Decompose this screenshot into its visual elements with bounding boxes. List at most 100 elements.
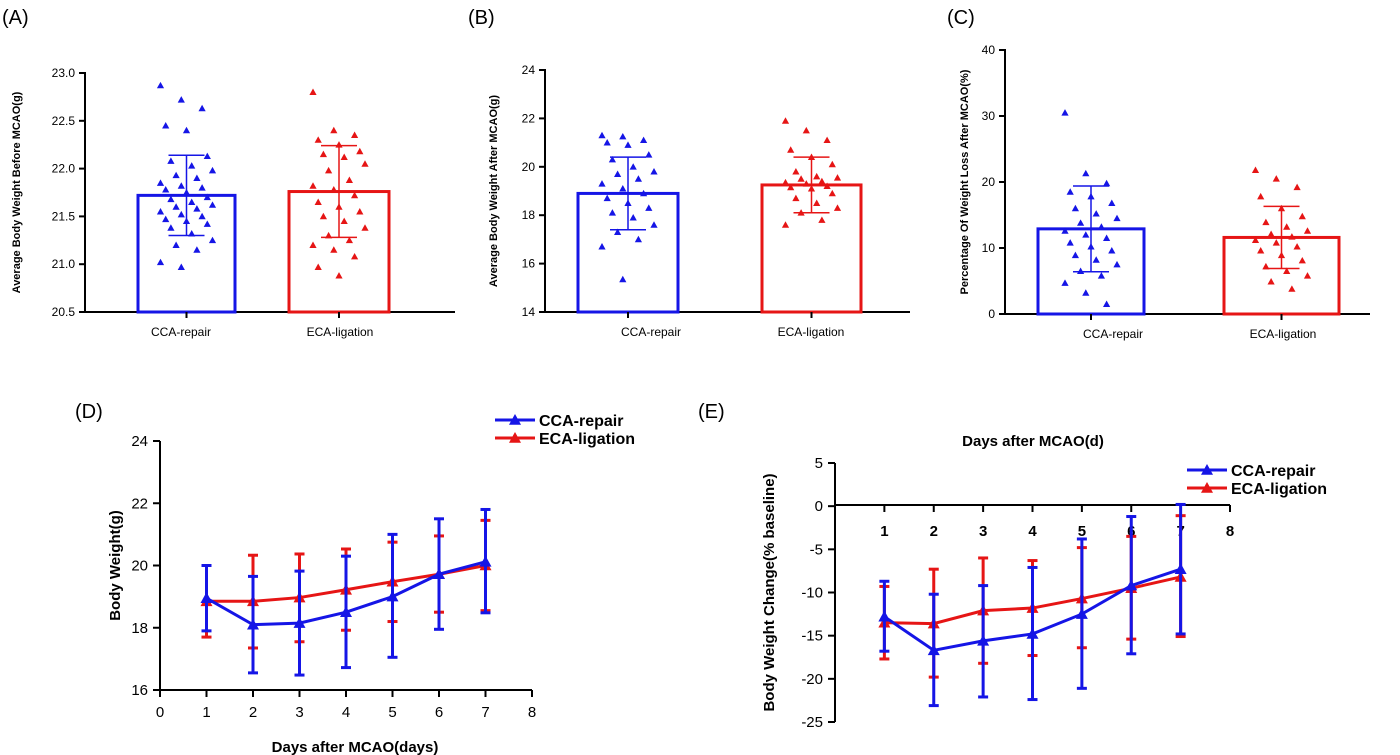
data-point	[156, 258, 165, 266]
data-point	[198, 212, 206, 220]
data-point	[1103, 179, 1111, 187]
x-tick-label: ECA-ligation	[307, 325, 374, 339]
y-tick-label: 10	[982, 241, 996, 255]
data-point	[167, 195, 175, 203]
data-point	[314, 198, 322, 205]
data-point	[802, 180, 810, 187]
legend-marker	[1201, 482, 1213, 493]
data-point	[156, 208, 165, 215]
data-point	[1267, 230, 1275, 238]
data-point	[833, 174, 842, 181]
x-tick-label: 5	[388, 704, 396, 721]
x-tick-label: 5	[1078, 523, 1086, 540]
data-point	[1251, 236, 1260, 243]
y-tick-label: -10	[801, 585, 823, 602]
data-point	[1113, 214, 1121, 222]
data-point	[198, 104, 206, 112]
x-tick-label: CCA-repair	[151, 325, 211, 339]
x-tick-label: 1	[880, 523, 888, 540]
data-point	[645, 204, 653, 211]
data-point	[619, 132, 627, 140]
data-point	[1026, 627, 1039, 639]
data-point	[1066, 188, 1074, 195]
y-tick-label: 20	[131, 558, 148, 575]
data-point	[361, 224, 369, 231]
data-point	[314, 136, 322, 143]
data-point	[1103, 234, 1111, 241]
y-tick-label: 22	[131, 495, 148, 512]
x-tick-label: 0	[156, 704, 164, 721]
x-tick-label: 3	[979, 523, 987, 540]
data-point	[608, 209, 616, 216]
data-point	[1071, 251, 1079, 259]
data-point	[1097, 223, 1105, 230]
data-point	[203, 220, 211, 227]
data-point	[330, 246, 338, 253]
data-point	[823, 136, 831, 144]
data-point	[598, 243, 606, 250]
data-point	[319, 150, 327, 158]
data-point	[335, 272, 343, 279]
x-tick-label: 1	[202, 704, 210, 721]
x-tick-label: 6	[435, 704, 443, 721]
data-point	[650, 221, 658, 228]
data-point	[624, 141, 632, 148]
data-point	[797, 209, 805, 216]
data-point	[624, 199, 632, 206]
data-point	[345, 236, 353, 244]
x-tick-label: 8	[528, 704, 536, 721]
data-point	[188, 162, 196, 169]
data-point	[193, 174, 201, 182]
data-point	[177, 263, 185, 270]
data-point	[172, 241, 180, 248]
panel-label: (E)	[698, 401, 725, 423]
data-point	[818, 177, 826, 185]
data-point	[340, 217, 348, 225]
y-tick-label: 14	[522, 305, 536, 319]
data-point	[177, 182, 185, 189]
data-point	[1077, 267, 1085, 274]
data-point	[1283, 223, 1291, 230]
data-point	[1125, 579, 1138, 591]
x-tick-label: 8	[1226, 523, 1234, 540]
x-tick-label: 2	[249, 704, 257, 721]
data-point	[1298, 212, 1306, 220]
data-point	[1298, 256, 1306, 264]
data-point	[247, 618, 259, 630]
data-point	[645, 151, 653, 158]
data-point	[203, 152, 211, 160]
data-point	[640, 189, 648, 197]
data-point	[314, 263, 322, 270]
data-point	[603, 194, 611, 202]
data-point	[878, 610, 891, 622]
data-point	[182, 126, 191, 134]
x-tick-label: 3	[295, 704, 303, 721]
data-point	[167, 157, 175, 164]
data-point	[1257, 247, 1265, 254]
data-point	[433, 568, 445, 580]
data-point	[629, 214, 637, 221]
data-point	[828, 189, 836, 197]
data-point	[1113, 260, 1121, 268]
data-point	[200, 592, 213, 603]
data-point	[1061, 109, 1069, 116]
x-tick-label: 4	[1028, 523, 1037, 540]
data-point	[335, 141, 343, 148]
y-tick-label: 16	[522, 257, 536, 271]
data-point	[177, 96, 185, 103]
data-point	[1174, 563, 1187, 574]
data-point	[1108, 199, 1116, 206]
x-tick-label: CCA-repair	[1083, 327, 1143, 341]
data-point	[781, 221, 790, 228]
y-tick-label: 22.5	[52, 114, 76, 128]
y-tick-label: 21.0	[52, 257, 76, 271]
data-point	[193, 246, 201, 253]
data-point	[167, 224, 175, 231]
data-point	[598, 131, 606, 139]
data-point	[619, 275, 627, 283]
data-point	[1097, 272, 1105, 279]
data-point	[330, 186, 338, 193]
data-point	[1288, 285, 1296, 292]
data-point	[603, 139, 611, 146]
data-point	[309, 88, 317, 95]
